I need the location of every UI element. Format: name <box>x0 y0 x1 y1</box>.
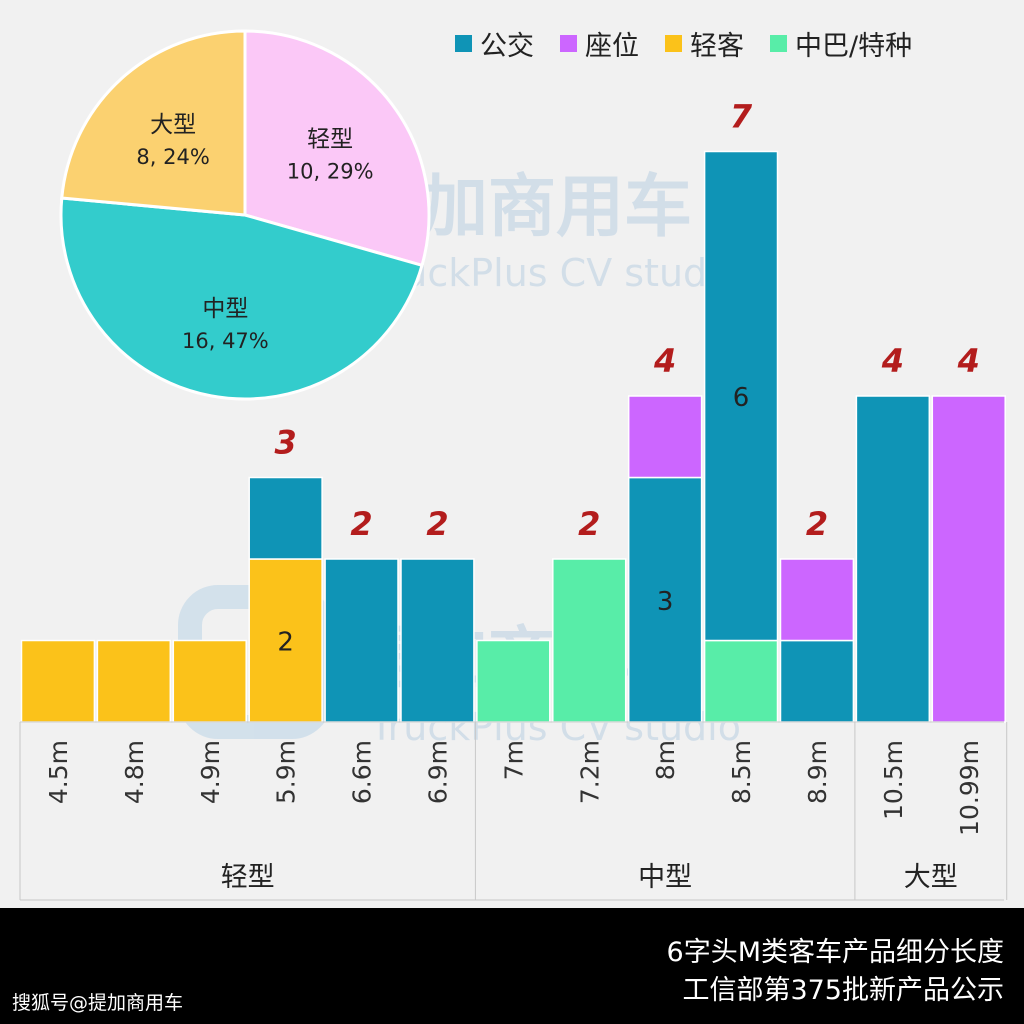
bar-segment-6.6m-公交 <box>324 558 399 723</box>
total-label: 4 <box>957 342 980 380</box>
total-label: 7 <box>730 98 753 136</box>
legend-label: 轻客 <box>690 31 744 62</box>
legend-swatch <box>770 35 787 52</box>
pie-slice-label: 大型 <box>150 112 196 138</box>
total-label: 3 <box>275 424 297 462</box>
x-group-label: 中型 <box>638 862 692 893</box>
x-tick-label: 7m <box>499 740 528 780</box>
legend-item-0: 公交 <box>455 24 534 63</box>
legend-label: 中巴/特种 <box>795 31 913 62</box>
bar-segment-8.9m-座位 <box>779 558 855 642</box>
segment-label: 3 <box>657 587 674 617</box>
watermark-en: TruckPlus CV studio <box>369 251 741 295</box>
x-axis: 4.5m 4.8m 4.9m 5.9m 6.6m 6.9m 7m 7.2m 8m 8.5m 8.9m… <box>19 721 1008 901</box>
bar-segment-4.8m-轻客 <box>96 639 172 723</box>
bar-segment-7.2m-中巴/特种 <box>552 558 627 723</box>
bar-segment-7m-中巴/特种 <box>476 639 551 723</box>
bar-segment-8m-座位 <box>627 395 703 479</box>
pie-slice-label: 轻型 <box>307 127 353 153</box>
x-tick-label: 10.5m <box>879 740 908 820</box>
footer-title-line1: 6字头M类客车产品细分长度 <box>666 937 1004 968</box>
legend-label: 公交 <box>480 31 534 62</box>
x-tick-label: 6.6m <box>348 740 377 804</box>
x-tick-label: 6.9m <box>423 740 452 804</box>
bar-segment-8m-公交 <box>627 476 703 723</box>
footer-title-line2: 工信部第375批新产品公示 <box>682 975 1004 1006</box>
total-label: 2 <box>350 505 372 543</box>
legend-item-3: 中巴/特种 <box>770 24 912 63</box>
bar-segment-8.9m-公交 <box>779 639 855 723</box>
pie-slice-中型 <box>59 196 424 401</box>
total-label: 4 <box>653 342 676 380</box>
footer-banner: 6字头M类客车产品细分长度 工信部第375批新产品公示 搜狐号@提加商用车 <box>0 908 1024 1024</box>
pie-slice-大型 <box>60 29 247 217</box>
bar-segment-5.9m-轻客 <box>248 558 323 723</box>
legend-item-2: 轻客 <box>665 24 744 63</box>
x-tick-label: 8m <box>651 740 680 780</box>
pie-slice-轻型 <box>243 29 431 268</box>
pie-slice-label: 中型 <box>202 296 248 322</box>
pie-slice-value: 10, 29% <box>287 160 374 184</box>
bar-segment-8.5m-中巴/特种 <box>703 639 779 723</box>
x-group-label: 轻型 <box>221 862 275 893</box>
segment-label: 2 <box>277 628 294 658</box>
legend-item-1: 座位 <box>560 24 639 63</box>
legend-swatch <box>455 35 472 52</box>
bar-segment-4.9m-轻客 <box>172 639 247 723</box>
legend-swatch <box>665 35 682 52</box>
x-tick-label: 7.2m <box>575 740 604 804</box>
legend-swatch <box>560 35 577 52</box>
legend: 公交 座位 轻客 中巴/特种 <box>455 24 912 63</box>
x-tick-label: 8.5m <box>727 740 756 804</box>
x-tick-label: 5.9m <box>272 740 301 804</box>
bar-segment-6.9m-公交 <box>400 558 475 723</box>
segment-label: 6 <box>733 383 750 413</box>
bar-segment-10.5m-公交 <box>855 395 931 723</box>
x-tick-label: 4.5m <box>44 740 73 804</box>
footer-credit: 搜狐号@提加商用车 <box>12 992 184 1014</box>
x-tick-label: 4.8m <box>120 740 149 804</box>
pie-slice-value: 8, 24% <box>136 145 209 169</box>
x-group-label: 大型 <box>904 862 958 893</box>
pie-slice-value: 16, 47% <box>182 329 269 353</box>
bar-segment-8.5m-公交 <box>703 150 779 642</box>
total-label: 4 <box>881 342 904 380</box>
x-tick-label: 10.99m <box>955 740 984 836</box>
x-tick-label: 4.9m <box>196 740 225 804</box>
total-label: 2 <box>578 505 600 543</box>
bar-segment-4.5m-轻客 <box>20 639 96 723</box>
bar-segment-5.9m-公交 <box>248 476 323 560</box>
bar-segment-10.99m-座位 <box>931 395 1006 723</box>
total-label: 2 <box>806 505 828 543</box>
pie-chart: 轻型 10, 29% 中型 16, 47% 大型 8, 24% <box>59 29 431 401</box>
total-label: 2 <box>426 505 448 543</box>
legend-label: 座位 <box>585 31 639 62</box>
x-tick-label: 8.9m <box>803 740 832 804</box>
bar-layer: 2 3 6 3 2 2 2 4 7 2 4 4 <box>20 98 1006 723</box>
